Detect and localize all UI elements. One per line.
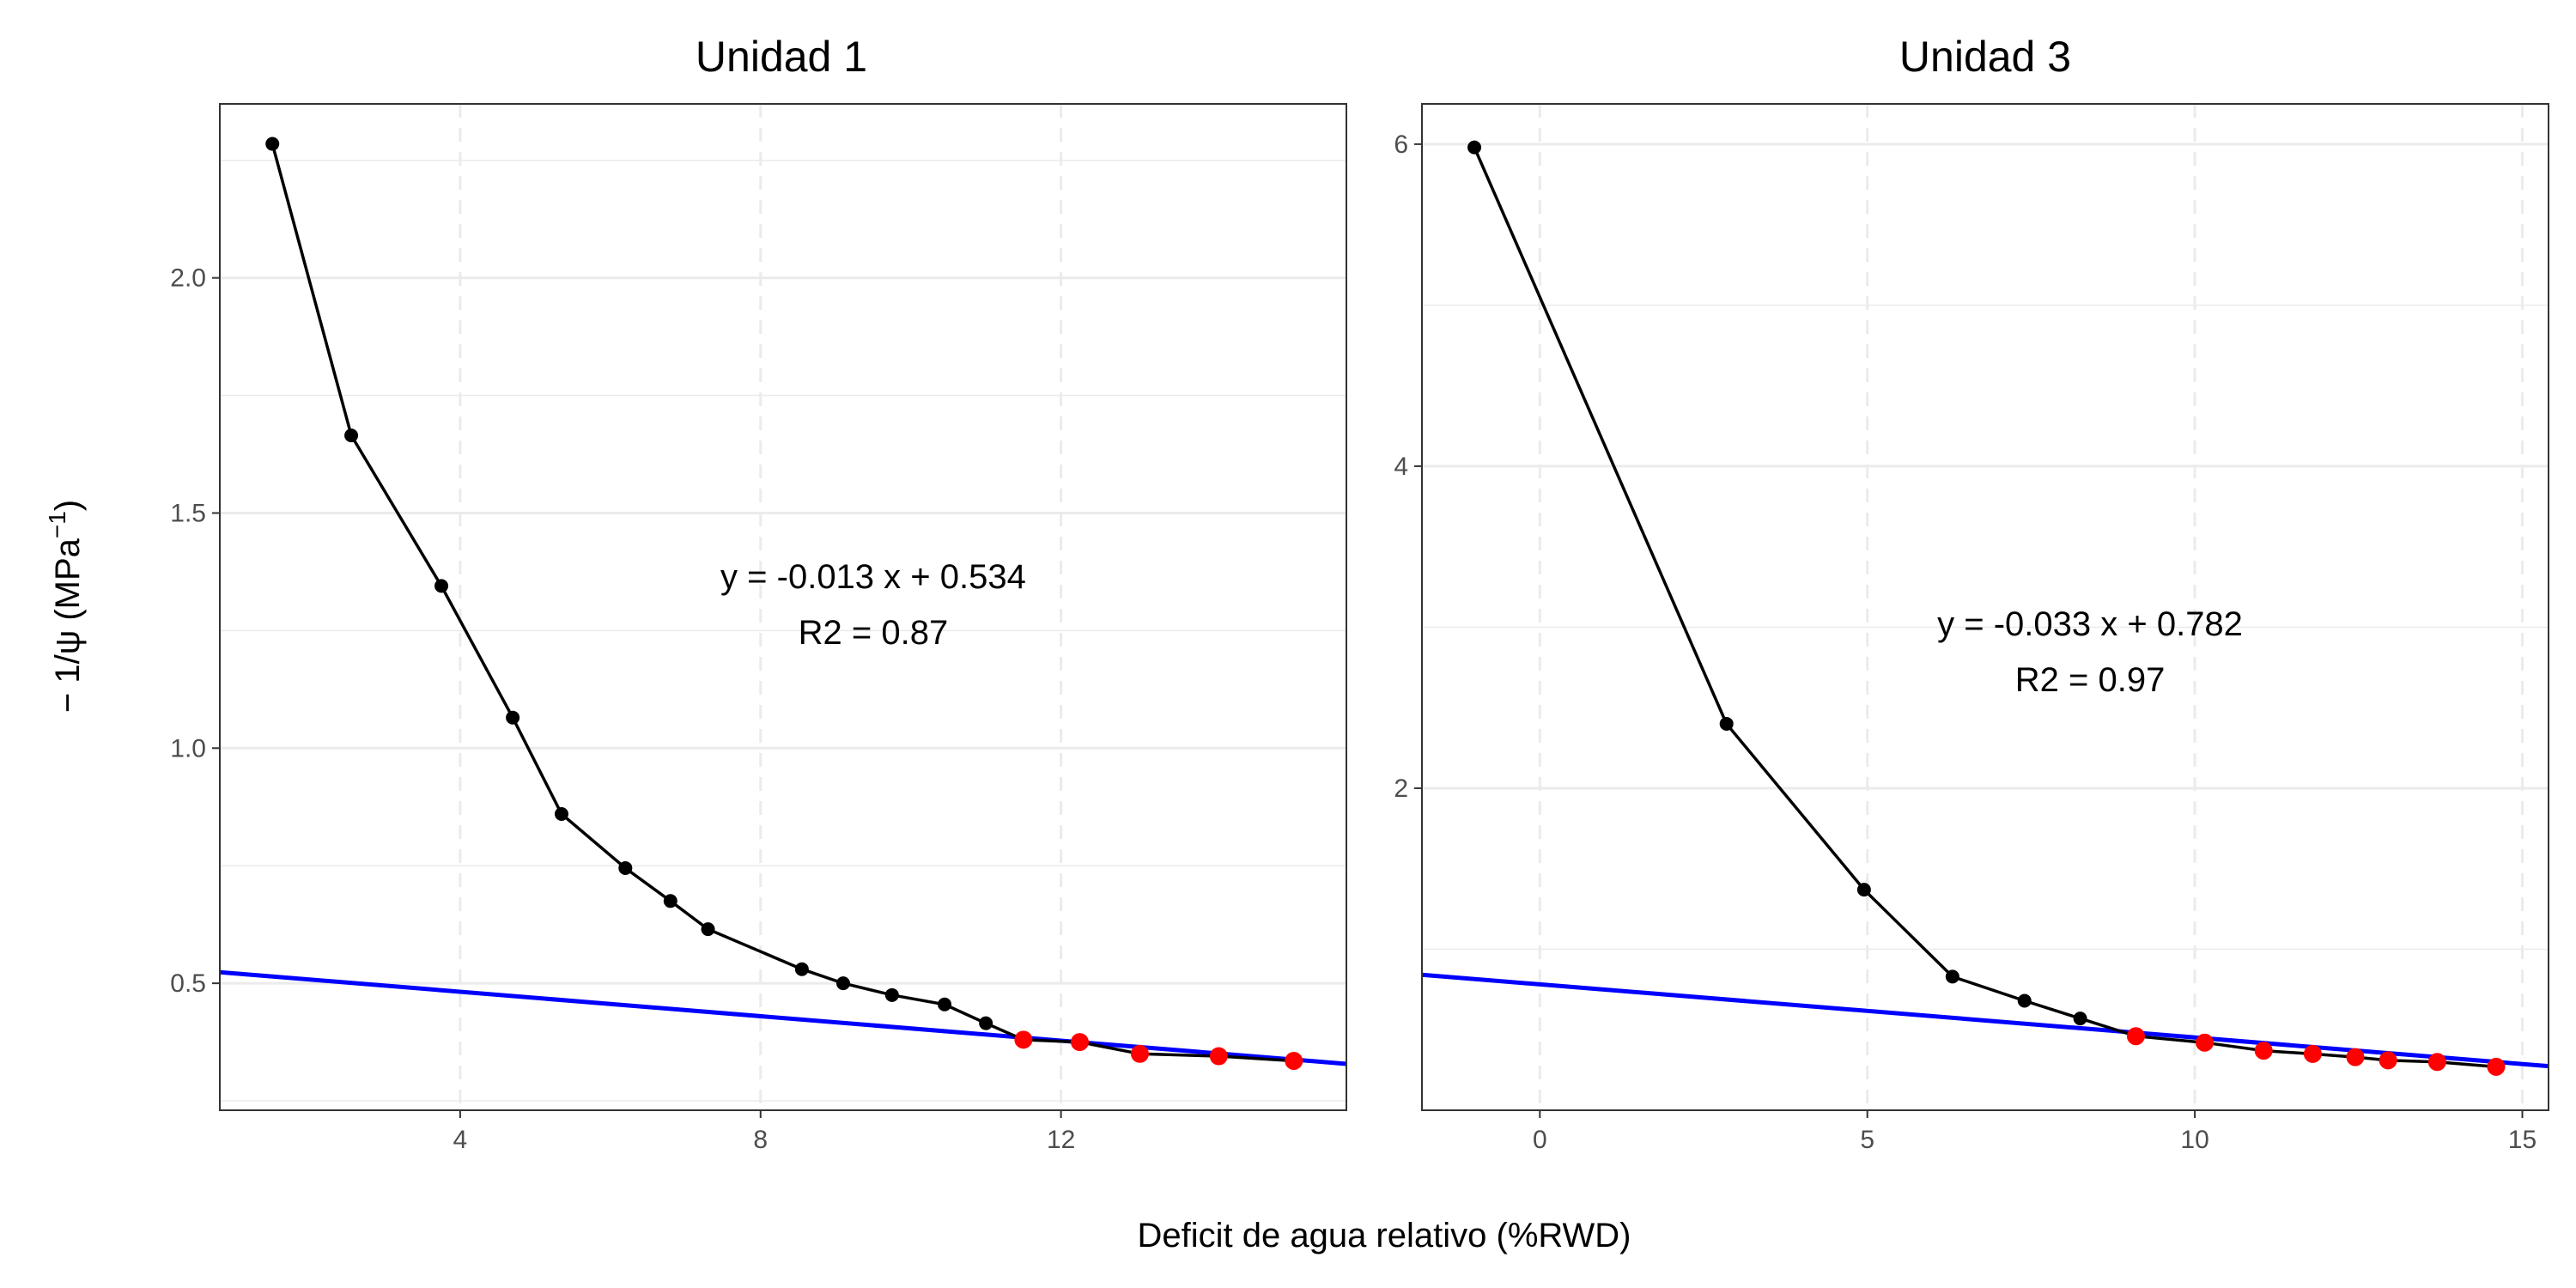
y-tick-label: 1.5 xyxy=(170,499,206,527)
data-point-linear xyxy=(2303,1044,2322,1063)
x-tick-label: 12 xyxy=(1047,1126,1075,1154)
data-point-linear xyxy=(2487,1057,2506,1076)
data-point-linear xyxy=(2254,1042,2273,1060)
y-tick-label: 0.5 xyxy=(170,969,206,998)
regression-annotation: y = -0.033 x + 0.782 R2 = 0.97 xyxy=(1937,605,2243,699)
data-point-linear xyxy=(2346,1048,2365,1066)
y-axis-title-main: − 1/ψ (MPa xyxy=(49,538,87,713)
x-tick-label: 10 xyxy=(2180,1126,2208,1154)
panel-title: Unidad 3 xyxy=(1899,33,2071,81)
x-axis-title: Deficit de agua relativo (%RWD) xyxy=(1137,1217,1631,1255)
panel-border xyxy=(1421,103,2549,1111)
x-tick-label: 4 xyxy=(453,1126,468,1154)
panel-title: Unidad 1 xyxy=(696,33,867,81)
data-point xyxy=(701,922,715,937)
data-point-linear xyxy=(2379,1051,2397,1070)
data-point xyxy=(554,806,568,821)
y-tick-label: 2.0 xyxy=(170,264,206,293)
data-point xyxy=(1719,716,1734,731)
panel-unidad-1: Unidad 1 y = -0.013 x + 0.534 R2 = 0.87 … xyxy=(170,33,1347,1154)
data-point xyxy=(1945,969,1959,984)
x-tick-label: 15 xyxy=(2508,1126,2537,1154)
y-axis-title-superscript: −1 xyxy=(44,511,70,538)
data-point xyxy=(835,976,850,991)
panel-unidad-3: Unidad 3 y = -0.033 x + 0.782 R2 = 0.97 … xyxy=(1394,33,2549,1154)
data-point xyxy=(979,1016,993,1030)
r-squared: R2 = 0.87 xyxy=(799,614,949,652)
data-point-linear xyxy=(1209,1047,1228,1066)
data-point xyxy=(434,579,449,593)
data-point xyxy=(2017,993,2032,1008)
curve-line xyxy=(270,143,1294,1063)
data-point-linear xyxy=(2126,1027,2145,1046)
data-point xyxy=(506,710,520,725)
data-point xyxy=(2073,1012,2087,1026)
y-tick-label: 1.0 xyxy=(170,734,206,762)
regression-equation: y = -0.013 x + 0.534 xyxy=(720,558,1026,596)
data-point xyxy=(1467,140,1482,155)
data-point-linear xyxy=(1014,1030,1033,1049)
data-point xyxy=(265,137,280,151)
data-point-linear xyxy=(2427,1053,2446,1072)
data-point xyxy=(884,987,899,1002)
data-point-linear xyxy=(1285,1051,1303,1070)
x-tick-label: 0 xyxy=(1533,1126,1547,1154)
y-axis-title: − 1/ψ (MPa−1) xyxy=(44,500,87,713)
r-squared: R2 = 0.97 xyxy=(2015,661,2166,699)
fit-line xyxy=(219,969,1347,1066)
regression-equation: y = -0.033 x + 0.782 xyxy=(1937,605,2243,643)
data-point xyxy=(794,962,809,976)
data-point-linear xyxy=(2196,1033,2215,1052)
x-tick-label: 8 xyxy=(753,1126,768,1154)
panel-border xyxy=(219,103,1347,1111)
data-point-linear xyxy=(1130,1044,1149,1063)
data-point xyxy=(618,860,633,875)
y-tick-label: 4 xyxy=(1394,453,1408,481)
data-point xyxy=(663,894,677,908)
x-tick-label: 5 xyxy=(1860,1126,1874,1154)
y-tick-label: 6 xyxy=(1394,131,1408,159)
data-point xyxy=(1856,883,1871,897)
data-point xyxy=(938,997,952,1012)
y-tick-label: 2 xyxy=(1394,775,1408,803)
data-point xyxy=(344,428,359,443)
y-axis-title-close: ) xyxy=(49,500,87,511)
data-point-linear xyxy=(1070,1033,1089,1052)
regression-annotation: y = -0.013 x + 0.534 R2 = 0.87 xyxy=(720,558,1026,652)
